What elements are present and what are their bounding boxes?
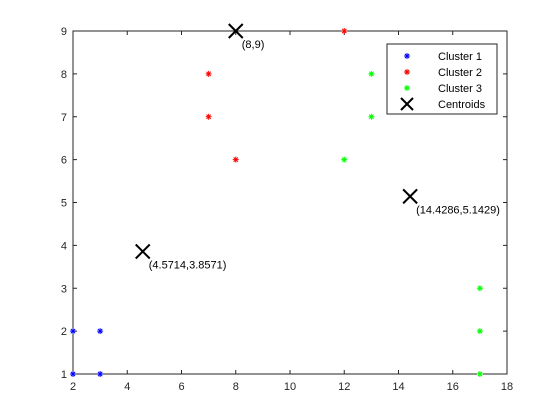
cluster-2-point (232, 156, 239, 163)
x-tick-label: 4 (124, 381, 130, 393)
y-tick-label: 1 (61, 369, 67, 381)
x-tick-label: 2 (70, 381, 76, 393)
centroid-marker (135, 243, 151, 260)
data-markers (70, 23, 483, 377)
cluster-1-point (70, 371, 76, 377)
centroid-label: (8,9) (242, 39, 265, 51)
legend-marker-cluster-2 (404, 69, 410, 75)
cluster-3-point (476, 285, 483, 292)
centroid-label: (14.4286,5.1429) (416, 204, 500, 216)
y-tick-label: 9 (61, 26, 67, 38)
legend-marker-cluster-3 (404, 85, 410, 91)
legend-label: Cluster 3 (438, 83, 482, 95)
centroid-label: (4.5714,3.8571) (149, 260, 227, 272)
y-tick-label: 3 (61, 283, 67, 295)
x-tick-label: 8 (233, 381, 239, 393)
legend-marker-cluster-1 (404, 53, 410, 59)
annotations: (4.5714,3.8571) (8,9) (14.4286,5.1429) (149, 39, 500, 272)
centroid-marker (402, 188, 418, 205)
y-tick-label: 4 (61, 240, 67, 252)
cluster-2-point (205, 113, 212, 120)
cluster-3-point (368, 70, 375, 77)
legend-label: Cluster 1 (438, 51, 482, 63)
y-tick-label: 8 (61, 69, 67, 81)
cluster-3-point (341, 156, 348, 163)
cluster-2-point (341, 28, 348, 34)
legend-marker-centroids (400, 97, 414, 111)
y-tick-label: 2 (61, 326, 67, 338)
legend: Cluster 1 Cluster 2 Cluster 3 Centroids (386, 43, 498, 115)
x-tick-label: 14 (392, 381, 404, 393)
legend-label: Cluster 2 (438, 67, 482, 79)
x-tick-label: 6 (178, 381, 184, 393)
centroid-marker (228, 23, 244, 39)
cluster-1-point (97, 371, 104, 377)
x-tick-label: 10 (284, 381, 296, 393)
x-tick-label: 18 (501, 381, 513, 393)
y-tick-label: 7 (61, 112, 67, 124)
y-tick-label: 6 (61, 155, 67, 167)
y-tick-label: 5 (61, 198, 67, 210)
cluster-3-point (476, 328, 483, 335)
cluster-2-point (205, 70, 212, 77)
cluster-1-point (70, 328, 76, 335)
cluster-1-point (97, 328, 104, 335)
x-tick-label: 16 (447, 381, 459, 393)
cluster-3-point (368, 113, 375, 120)
cluster-3-point (476, 371, 483, 377)
x-tick-label: 12 (338, 381, 350, 393)
legend-label: Centroids (438, 99, 486, 111)
